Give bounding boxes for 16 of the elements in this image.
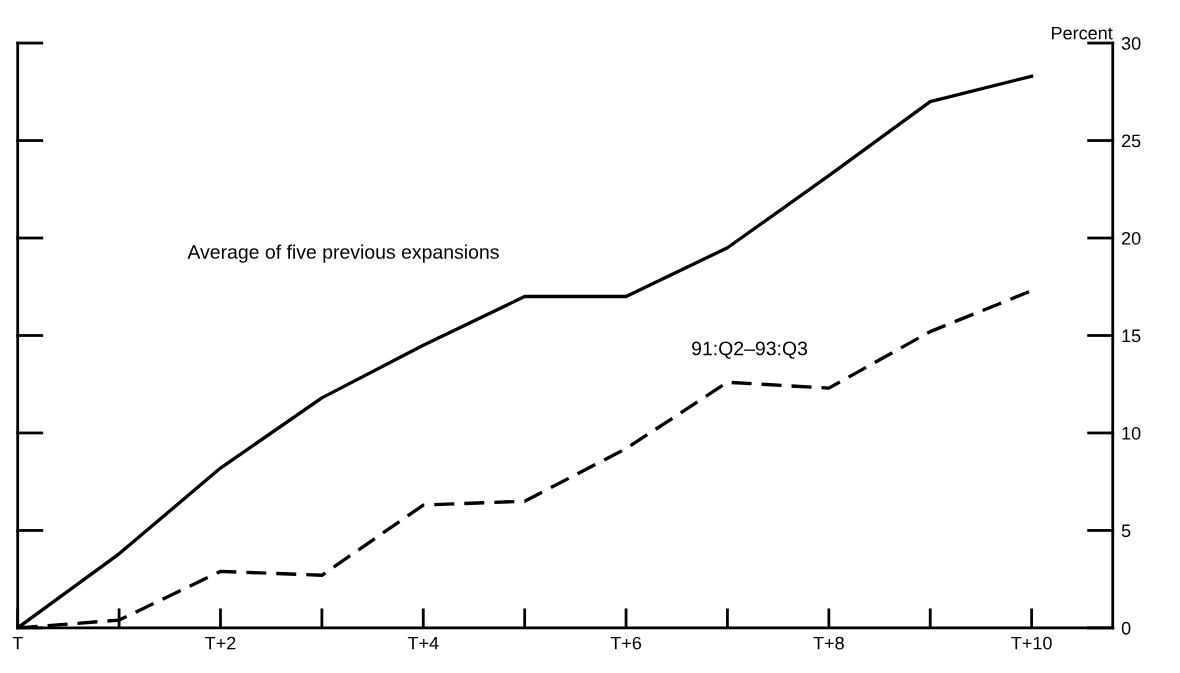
y-tick-label: 10: [1122, 426, 1141, 440]
x-tick-label: T+8: [813, 636, 844, 650]
y-axis-title: Percent: [1052, 26, 1113, 40]
x-tick-label: T+6: [610, 636, 642, 650]
y-tick-label: 30: [1121, 37, 1141, 50]
annotation: 91:Q2–93:Q3: [692, 341, 808, 359]
y-tick-label: 0: [1121, 621, 1131, 635]
x-tick-label: T+2: [205, 636, 236, 650]
y-tick-label: 15: [1122, 329, 1141, 343]
y-tick-label: 20: [1121, 231, 1141, 245]
x-tick-label: T: [12, 636, 23, 650]
y-tick-label: 25: [1121, 134, 1141, 148]
x-tick-label: T+4: [407, 636, 439, 650]
x-tick-label: T+10: [1011, 636, 1052, 650]
y-tick-label: 5: [1121, 524, 1131, 538]
annotation: Average of five previous expansions: [187, 244, 499, 263]
